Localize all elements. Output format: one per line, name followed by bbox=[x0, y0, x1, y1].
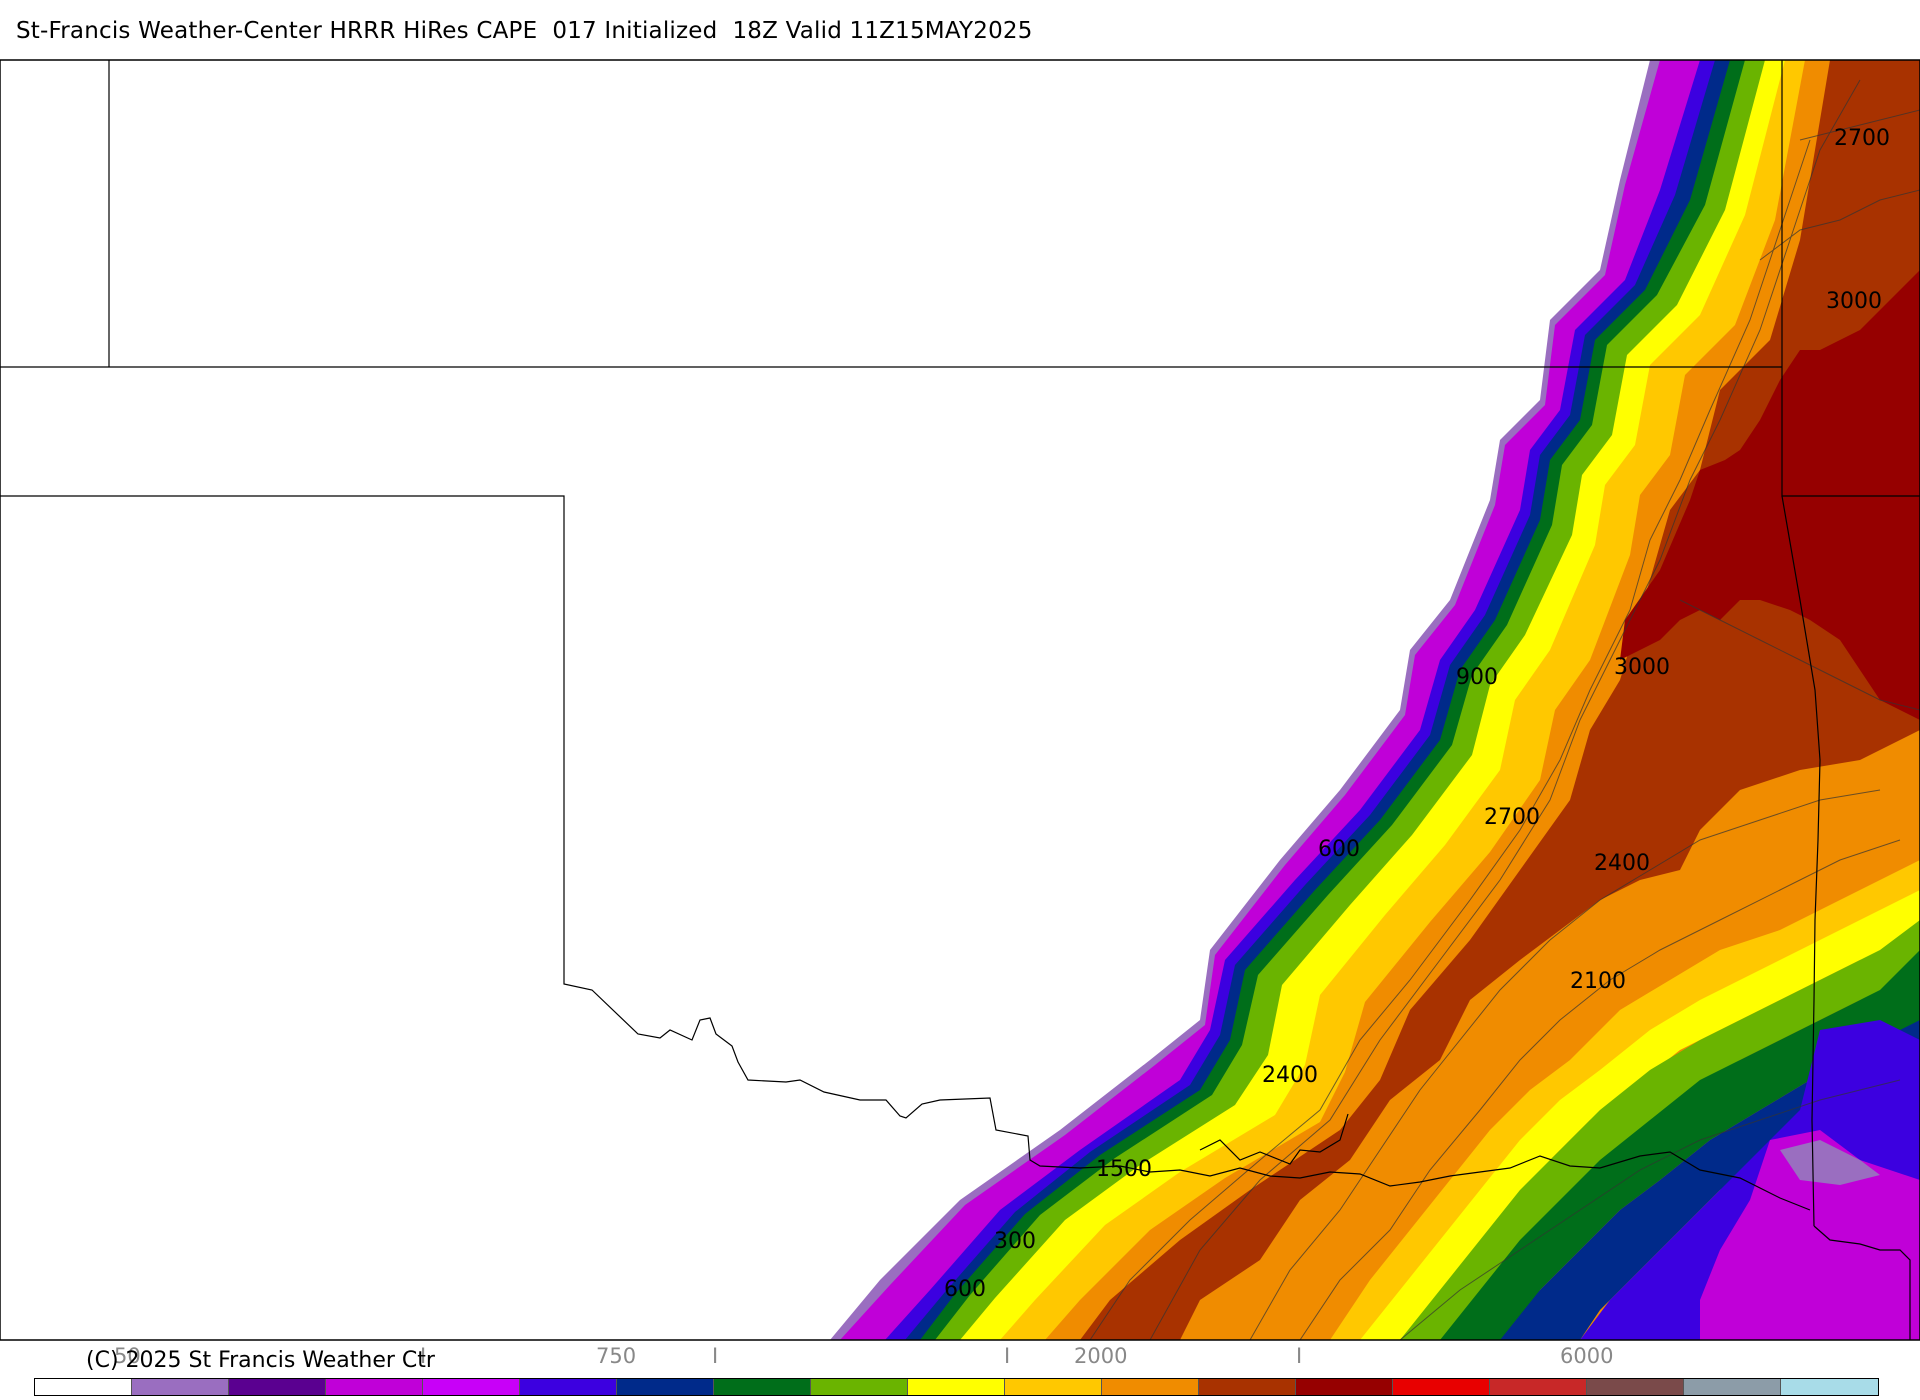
legend-swatch bbox=[908, 1379, 1005, 1395]
contour-label: 1500 bbox=[1096, 1157, 1152, 1182]
legend-swatch bbox=[617, 1379, 714, 1395]
legend-swatch bbox=[229, 1379, 326, 1395]
contour-label: 300 bbox=[994, 1229, 1036, 1254]
band-1750-south bbox=[1360, 890, 1920, 1340]
legend-swatch bbox=[1296, 1379, 1393, 1395]
legend-swatch bbox=[326, 1379, 423, 1395]
map-frame bbox=[0, 59, 1920, 1341]
band-600-south bbox=[1700, 1130, 1920, 1340]
contour-label: 3000 bbox=[1826, 289, 1882, 314]
state-borders bbox=[0, 60, 1920, 1340]
contour-labels: 2700 3000 3000 900 2700 600 2400 2100 24… bbox=[944, 126, 1890, 1302]
contour-label: 2700 bbox=[1834, 126, 1890, 151]
contour-label: 600 bbox=[1318, 837, 1360, 862]
band-2500 bbox=[1080, 60, 1920, 1340]
legend-swatch bbox=[1102, 1379, 1199, 1395]
contour-label: 2700 bbox=[1484, 805, 1540, 830]
legend-swatch bbox=[1393, 1379, 1490, 1395]
legend-swatch bbox=[1781, 1379, 1878, 1395]
legend-tick: 2000 bbox=[1074, 1344, 1128, 1368]
legend-tick: 6000 bbox=[1560, 1344, 1614, 1368]
legend-swatch bbox=[714, 1379, 811, 1395]
legend-swatch bbox=[1005, 1379, 1102, 1395]
contour-label: 600 bbox=[944, 1277, 986, 1302]
color-legend bbox=[34, 1378, 1879, 1396]
contour-label: 900 bbox=[1456, 665, 1498, 690]
legend-swatch bbox=[423, 1379, 520, 1395]
legend-tick: I bbox=[1296, 1344, 1303, 1368]
legend-swatch bbox=[132, 1379, 229, 1395]
band-1250-south bbox=[1440, 950, 1920, 1340]
legend-tick: 50 bbox=[114, 1344, 141, 1368]
legend-swatch bbox=[811, 1379, 908, 1395]
band-300-south bbox=[1780, 1140, 1880, 1185]
map-title: St-Francis Weather-Center HRRR HiRes CAP… bbox=[16, 18, 1033, 44]
contour-label: 2100 bbox=[1570, 969, 1626, 994]
legend-tick: I bbox=[1004, 1344, 1011, 1368]
contour-label: 3000 bbox=[1614, 655, 1670, 680]
contour-label: 2400 bbox=[1262, 1063, 1318, 1088]
legend-swatch bbox=[35, 1379, 132, 1395]
legend-swatch bbox=[520, 1379, 617, 1395]
legend-swatch bbox=[1199, 1379, 1296, 1395]
copyright-text: (C) 2025 St Francis Weather Ctr bbox=[86, 1348, 435, 1373]
contour-label: 2400 bbox=[1594, 851, 1650, 876]
legend-tick: 750 bbox=[596, 1344, 637, 1368]
legend-tick: I bbox=[712, 1344, 719, 1368]
legend-swatch bbox=[1490, 1379, 1587, 1395]
legend-swatch bbox=[1587, 1379, 1684, 1395]
band-1000-south bbox=[1500, 970, 1920, 1340]
legend-swatch bbox=[1684, 1379, 1781, 1395]
legend-tick: I bbox=[420, 1344, 427, 1368]
cape-shading bbox=[830, 60, 1920, 1340]
